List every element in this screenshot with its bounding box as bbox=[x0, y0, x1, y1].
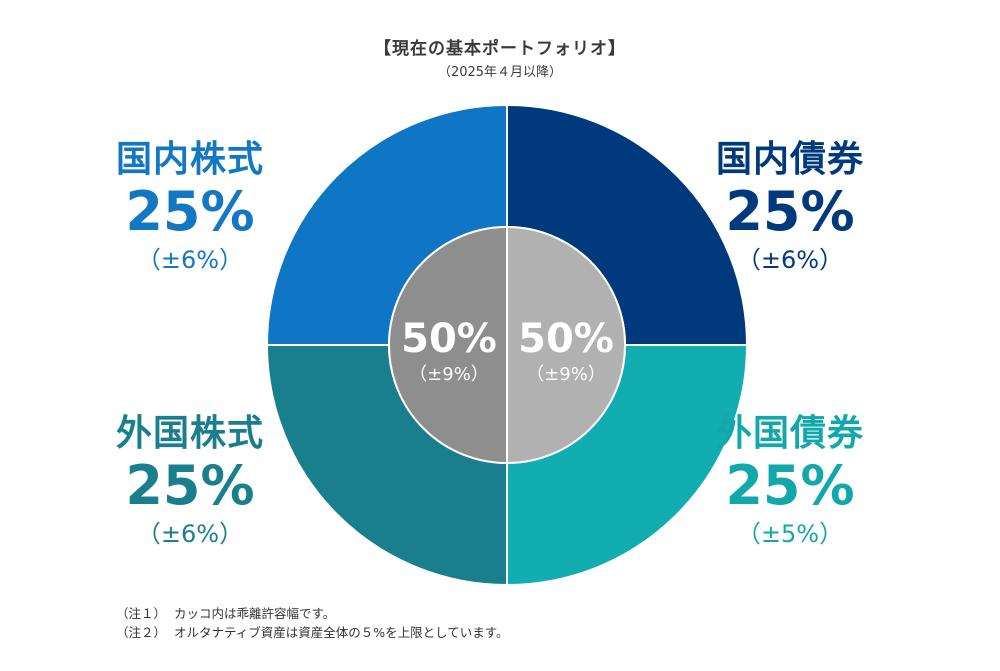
label-foreign-stocks-band: （±6%） bbox=[136, 520, 244, 548]
chart-subtitle: （2025年４月以降） bbox=[437, 65, 563, 80]
footnote-2-text: オルタナティブ資産は資産全体の５%を上限としています。 bbox=[174, 625, 509, 640]
inner-bonds-band: （±9%） bbox=[526, 364, 606, 385]
label-domestic-bonds: 国内債券 25% （±6%） bbox=[660, 140, 920, 276]
inner-label-bonds: 50% （±9%） bbox=[506, 316, 626, 388]
inner-slice-bonds bbox=[507, 227, 625, 463]
label-domestic-stocks-band: （±6%） bbox=[136, 246, 244, 274]
label-domestic-stocks-value: 25% bbox=[125, 180, 255, 243]
label-domestic-bonds-value: 25% bbox=[725, 180, 855, 243]
label-domestic-bonds-name: 国内債券 bbox=[715, 139, 864, 180]
label-foreign-bonds: 外国債券 25% （±5%） bbox=[660, 414, 920, 550]
inner-bonds-value: 50% bbox=[518, 316, 614, 362]
footnote-1: （注１） カッコ内は乖離許容幅です。 bbox=[116, 604, 509, 623]
label-foreign-bonds-name: 外国債券 bbox=[715, 413, 864, 454]
chart-title: 【現在の基本ポートフォリオ】 bbox=[374, 39, 626, 59]
label-foreign-bonds-band: （±5%） bbox=[736, 520, 844, 548]
label-domestic-stocks: 国内株式 25% （±6%） bbox=[60, 140, 320, 276]
footnote-1-text: カッコ内は乖離許容幅です。 bbox=[174, 606, 336, 621]
label-foreign-stocks: 外国株式 25% （±6%） bbox=[60, 414, 320, 550]
label-foreign-stocks-name: 外国株式 bbox=[115, 413, 264, 454]
footnote-2-mark: （注２） bbox=[116, 625, 167, 640]
label-foreign-bonds-value: 25% bbox=[725, 454, 855, 517]
inner-stocks-band: （±9%） bbox=[409, 364, 489, 385]
label-domestic-bonds-band: （±6%） bbox=[736, 246, 844, 274]
inner-stocks-value: 50% bbox=[401, 316, 497, 362]
label-domestic-stocks-name: 国内株式 bbox=[115, 139, 264, 180]
inner-slice-stocks bbox=[389, 227, 507, 463]
footnote-2: （注２） オルタナティブ資産は資産全体の５%を上限としています。 bbox=[116, 623, 509, 642]
inner-label-stocks: 50% （±9%） bbox=[389, 316, 509, 388]
footnotes: （注１） カッコ内は乖離許容幅です。 （注２） オルタナティブ資産は資産全体の５%を… bbox=[116, 604, 509, 642]
footnote-1-mark: （注１） bbox=[116, 606, 167, 621]
label-foreign-stocks-value: 25% bbox=[125, 454, 255, 517]
